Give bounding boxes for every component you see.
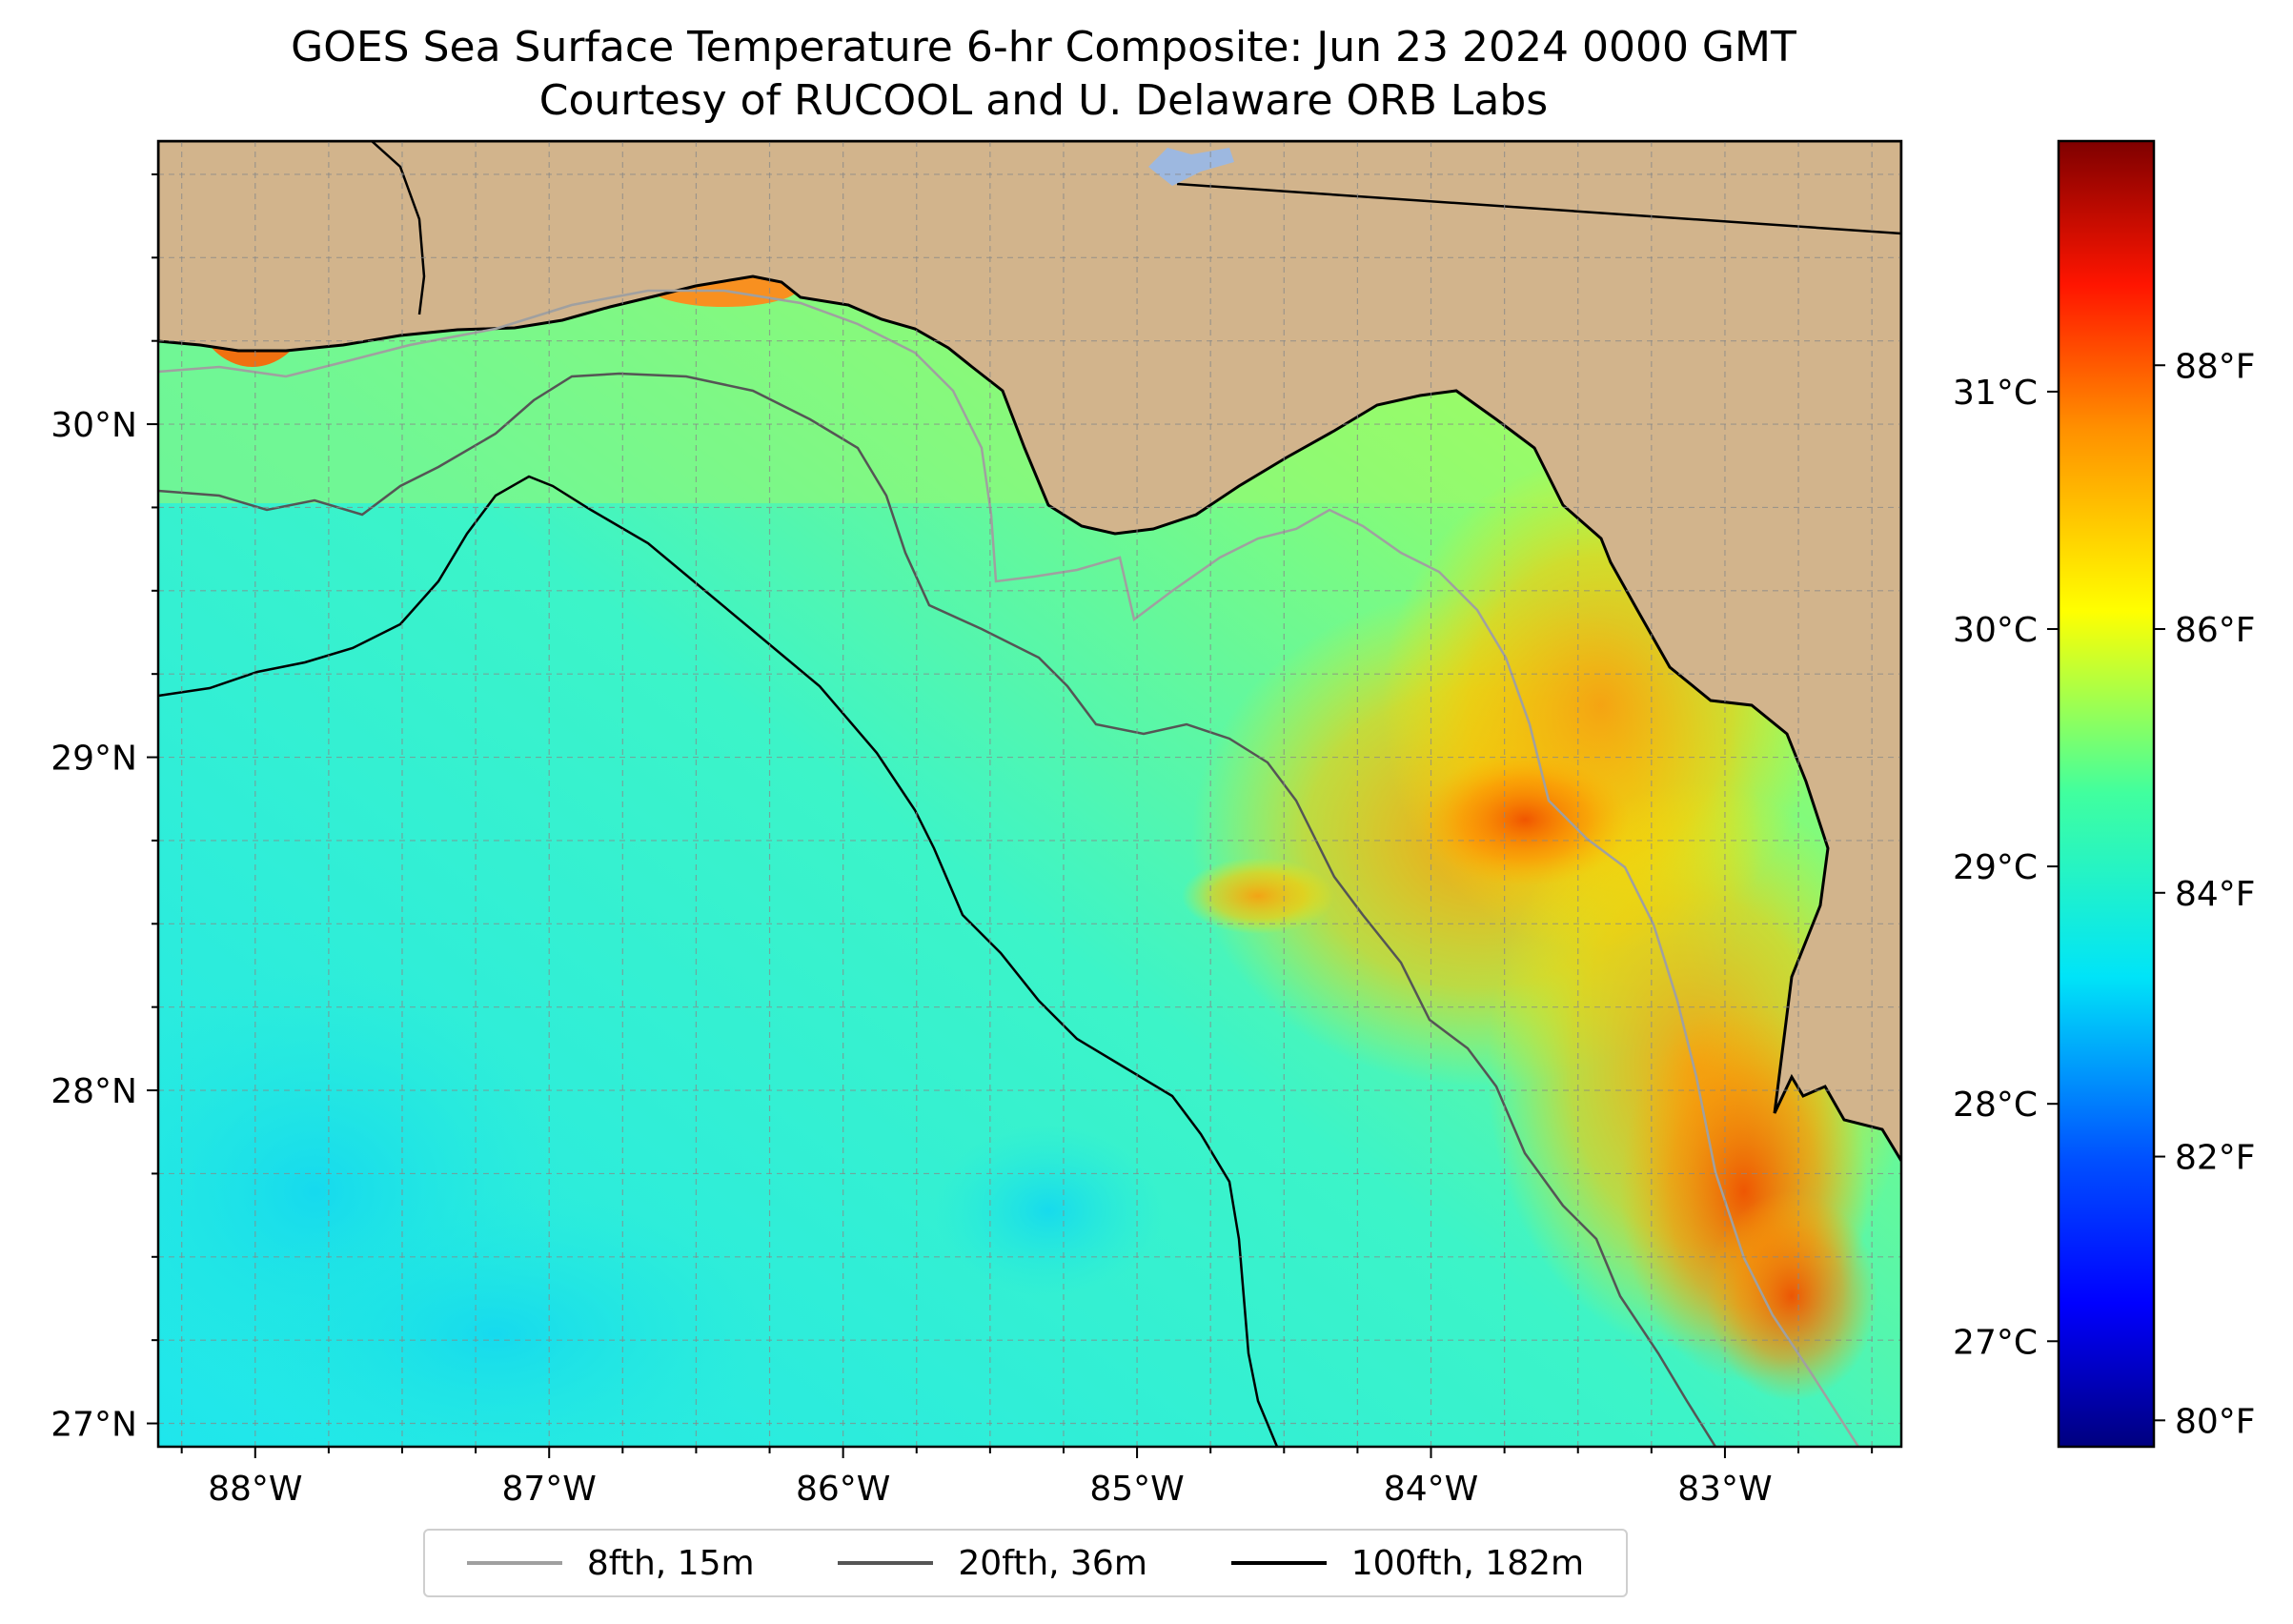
legend-swatch [1230, 1561, 1327, 1565]
legend-label: 100fth, 182m [1350, 1543, 1585, 1583]
fahrenheit-tick-label: 80°F [2175, 1402, 2256, 1441]
lon-tick-label: 87°W [502, 1470, 597, 1509]
lon-tick-label: 83°W [1677, 1470, 1772, 1509]
chart-subtitle: Courtesy of RUCOOL and U. Delaware ORB L… [538, 76, 1549, 125]
legend-label: 8fth, 15m [586, 1543, 755, 1583]
celsius-tick-label: 29°C [1953, 848, 2038, 887]
lon-tick-label: 88°W [208, 1470, 302, 1509]
celsius-tick-label: 30°C [1953, 611, 2038, 650]
contour-20fth [158, 372, 1717, 1447]
legend-item-100fth: 100fth, 182m [1230, 1543, 1585, 1583]
chart-title: GOES Sea Surface Temperature 6-hr Compos… [291, 23, 1796, 71]
state-boundary [1176, 182, 1901, 235]
state-boundary [371, 141, 426, 315]
colorbar [2057, 139, 2156, 1449]
contour-legend: 8fth, 15m 20fth, 36m 100fth, 182m [423, 1529, 1628, 1597]
map-frame [156, 139, 1903, 1449]
fahrenheit-tick-label: 84°F [2175, 875, 2256, 914]
fahrenheit-tick-label: 88°F [2175, 347, 2256, 386]
celsius-tick-label: 31°C [1953, 374, 2038, 413]
gridlines [158, 141, 1901, 1447]
legend-swatch [466, 1561, 562, 1565]
land-mass [158, 141, 1901, 1164]
lon-tick-label: 86°W [796, 1470, 890, 1509]
lat-tick-label: 29°N [51, 740, 137, 779]
lat-tick-label: 30°N [51, 406, 137, 445]
celsius-tick-label: 27°C [1953, 1323, 2038, 1362]
lat-tick-label: 28°N [51, 1072, 137, 1111]
lake [1148, 148, 1234, 186]
celsius-tick-label: 28°C [1953, 1086, 2038, 1125]
contour-8fth [158, 289, 1860, 1447]
lat-tick-label: 27°N [51, 1406, 137, 1445]
colorbar-ticks: 80°F 82°F 84°F 86°F 88°F 27°C 28°C 29°C 30°C 31°C [1953, 347, 2255, 1441]
legend-item-8fth: 8fth, 15m [466, 1543, 755, 1583]
legend-swatch [838, 1561, 934, 1565]
map-ticks: 88°W 87°W 86°W 85°W 84°W 83°W 27°N 28°N 29°N 30°N [51, 173, 1874, 1509]
contour-100fth [158, 475, 1279, 1447]
legend-label: 20fth, 36m [958, 1543, 1147, 1583]
legend-item-20fth: 20fth, 36m [838, 1544, 1147, 1583]
lon-tick-label: 85°W [1089, 1470, 1184, 1509]
fahrenheit-tick-label: 82°F [2175, 1139, 2256, 1178]
lon-tick-label: 84°W [1384, 1470, 1478, 1509]
fahrenheit-tick-label: 86°F [2175, 611, 2256, 650]
